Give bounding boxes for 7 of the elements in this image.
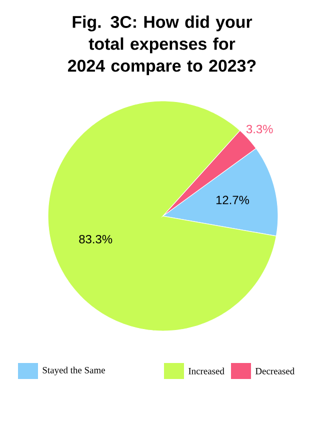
data-label: 3.3% bbox=[246, 124, 273, 134]
legend-label: Decreased bbox=[255, 368, 295, 374]
legend-label: Increased bbox=[188, 368, 224, 374]
data-label: 12.7% bbox=[216, 196, 250, 204]
data-label: 83.3% bbox=[79, 234, 112, 244]
chart-title: Fig. 3C: How did your total expenses for 2024 compare to 2023? bbox=[68, 16, 256, 76]
legend-label: Stayed the Same bbox=[42, 366, 105, 376]
